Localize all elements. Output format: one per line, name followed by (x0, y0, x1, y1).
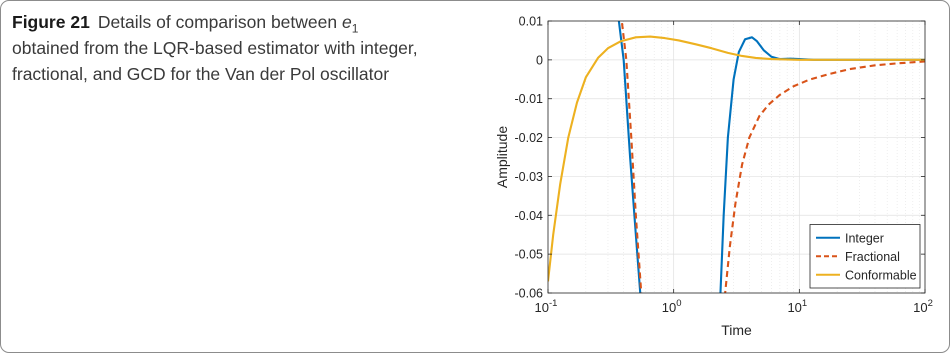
caption-text-after: obtained from the LQR-based estimator wi… (12, 38, 418, 84)
y-tick-label: -0.04 (515, 209, 544, 223)
figure-label: Figure 21 (12, 12, 90, 32)
y-tick-label: -0.01 (515, 92, 544, 106)
series-layer (548, 21, 925, 293)
legend-label-fractional: Fractional (845, 250, 900, 264)
legend: Integer Fractional Conformable (809, 224, 921, 289)
y-axis-label: Amplitude (494, 126, 510, 188)
legend-label-conformable: Conformable (845, 268, 917, 282)
series-line-fractional (724, 60, 925, 293)
y-tick-label: -0.06 (515, 287, 544, 301)
series-conformable (548, 35, 925, 282)
series-line-conformable (548, 35, 925, 282)
x-tick-label: 101 (787, 298, 807, 315)
tick-layer: 10-1 100 101 102 0.01 0 -0.01 -0.02 -0.03 -0.04 -0… (515, 15, 933, 316)
y-tick-label: -0.02 (515, 131, 544, 145)
x-tick-label: 102 (913, 298, 933, 315)
axes-box (547, 20, 926, 294)
line-chart: 10-1 100 101 102 0.01 0 -0.01 -0.02 -0.03 -0.04 -0… (494, 15, 933, 339)
chart-container: 10-1 100 101 102 0.01 0 -0.01 -0.02 -0.03 -0.04 -0… (490, 0, 950, 353)
y-tick-label: -0.03 (515, 170, 544, 184)
series-line-integer (617, 21, 642, 293)
y-tick-label: 0 (536, 53, 543, 67)
series-line-fractional (620, 21, 643, 293)
x-tick-label: 10-1 (535, 298, 558, 315)
figure-caption: Figure 21 Details of comparison between e… (12, 9, 482, 87)
y-tick-label: 0.01 (519, 15, 543, 29)
y-tick-label: -0.05 (515, 248, 544, 262)
caption-variable-subscript: 1 (351, 21, 359, 36)
caption-text-before: Details of comparison between (97, 12, 342, 32)
series-fractional (620, 21, 925, 293)
x-tick-label: 100 (662, 298, 682, 315)
x-axis-label: Time (721, 322, 752, 338)
caption-variable: e (341, 12, 352, 32)
legend-label-integer: Integer (845, 231, 884, 245)
